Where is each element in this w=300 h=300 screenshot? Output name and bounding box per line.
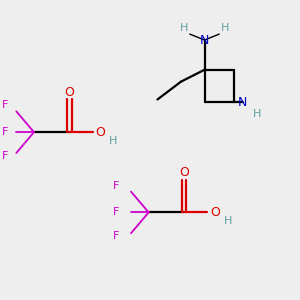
Text: H: H (109, 136, 118, 146)
Text: O: O (96, 126, 106, 139)
Text: H: H (253, 109, 262, 119)
Text: O: O (64, 85, 74, 98)
Text: H: H (180, 23, 188, 33)
Text: H: H (224, 216, 232, 226)
Text: H: H (221, 23, 229, 33)
Text: O: O (179, 166, 189, 179)
Text: F: F (2, 100, 8, 110)
Text: F: F (2, 151, 8, 161)
Text: F: F (113, 231, 119, 241)
Text: N: N (238, 96, 248, 109)
Text: N: N (200, 34, 209, 46)
Text: F: F (2, 127, 8, 137)
Text: F: F (113, 181, 119, 191)
Text: O: O (210, 206, 220, 219)
Text: F: F (113, 207, 119, 218)
